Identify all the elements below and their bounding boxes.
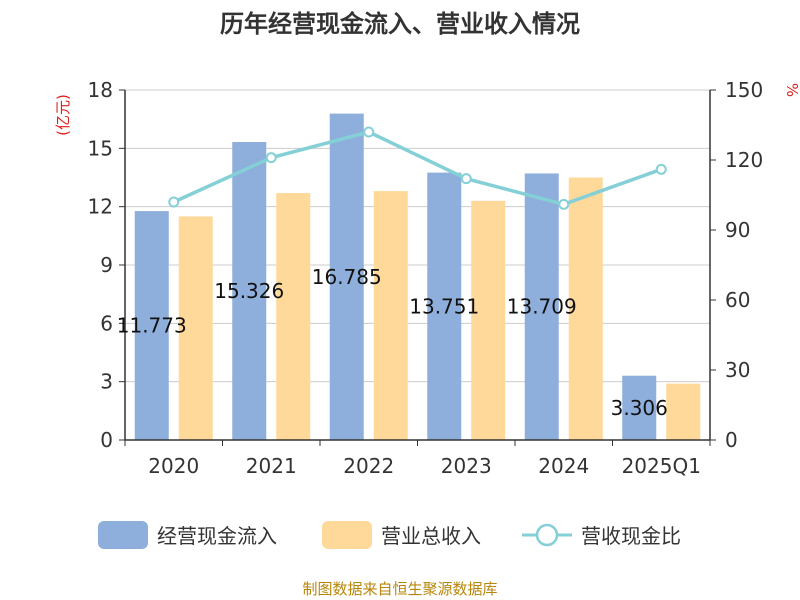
source-note: 制图数据来自恒生聚源数据库 <box>302 580 497 598</box>
ratio-line-path <box>173 130 662 207</box>
data-labels: 11.773 15.326 16.785 13.751 13.709 3.306 <box>117 265 668 420</box>
ratio-point <box>168 196 180 208</box>
legend-swatch-revenue <box>322 521 372 549</box>
legend-label-ratio: 营收现金比 <box>581 524 681 548</box>
bar-revenue <box>178 216 213 440</box>
bar-revenue <box>666 383 701 440</box>
right-tick-label: 150 <box>725 78 763 102</box>
right-tick-label: 30 <box>725 358 750 382</box>
x-tick-label: 2025Q1 <box>622 454 701 478</box>
x-tick-label: 2021 <box>246 454 297 478</box>
data-label-cash-inflow: 13.709 <box>507 295 577 319</box>
bar-revenue <box>568 177 603 440</box>
bar-cash-inflow <box>622 375 657 440</box>
x-tick-label: 2020 <box>148 454 199 478</box>
grid-lines <box>125 89 710 383</box>
legend-label-revenue: 营业总收入 <box>381 524 481 548</box>
right-tick-label: 60 <box>725 288 750 312</box>
left-tick-label: 15 <box>88 136 113 160</box>
right-axis-unit: % <box>783 83 800 97</box>
bars <box>134 113 701 441</box>
ratio-point <box>460 173 472 185</box>
data-label-cash-inflow: 15.326 <box>214 279 284 303</box>
left-tick-label: 12 <box>88 195 113 219</box>
axes: 0 3 6 9 12 15 18 0 30 60 90 120 150 2020 2021 2022 2023 2… <box>88 78 764 478</box>
ratio-point <box>558 198 570 210</box>
left-tick-label: 0 <box>100 428 113 452</box>
bar-revenue <box>276 193 311 440</box>
bar-cash-inflow <box>134 211 169 440</box>
left-tick-label: 18 <box>88 78 113 102</box>
bar-revenue <box>373 191 408 440</box>
legend-swatch-cash-inflow <box>98 521 148 549</box>
legend-label-cash-inflow: 经营现金流入 <box>157 524 277 548</box>
right-tick-label: 120 <box>725 148 763 172</box>
legend: 经营现金流入 营业总收入 营收现金比 <box>98 521 681 549</box>
data-label-cash-inflow: 16.785 <box>312 265 382 289</box>
data-label-cash-inflow: 13.751 <box>409 294 479 318</box>
legend-swatch-ratio-marker <box>535 523 559 547</box>
x-tick-label: 2023 <box>441 454 492 478</box>
left-axis-unit: (亿元) <box>54 94 72 136</box>
ratio-point <box>655 163 667 175</box>
bar-cash-inflow <box>524 173 559 441</box>
ratio-point <box>265 152 277 164</box>
bar-cash-inflow <box>232 141 267 440</box>
left-tick-label: 6 <box>100 311 113 335</box>
ratio-line <box>168 126 667 210</box>
bar-revenue <box>471 200 506 440</box>
left-tick-label: 3 <box>100 370 113 394</box>
data-label-cash-inflow: 3.306 <box>611 396 668 420</box>
bar-cash-inflow <box>329 113 364 440</box>
right-tick-label: 0 <box>725 428 738 452</box>
chart-title: 历年经营现金流入、营业收入情况 <box>220 10 580 38</box>
x-tick-label: 2022 <box>343 454 394 478</box>
x-tick-label: 2024 <box>538 454 589 478</box>
bar-cash-inflow <box>427 172 462 440</box>
left-tick-label: 9 <box>100 253 113 277</box>
data-label-cash-inflow: 11.773 <box>117 314 187 338</box>
right-tick-label: 90 <box>725 218 750 242</box>
ratio-point <box>363 126 375 138</box>
